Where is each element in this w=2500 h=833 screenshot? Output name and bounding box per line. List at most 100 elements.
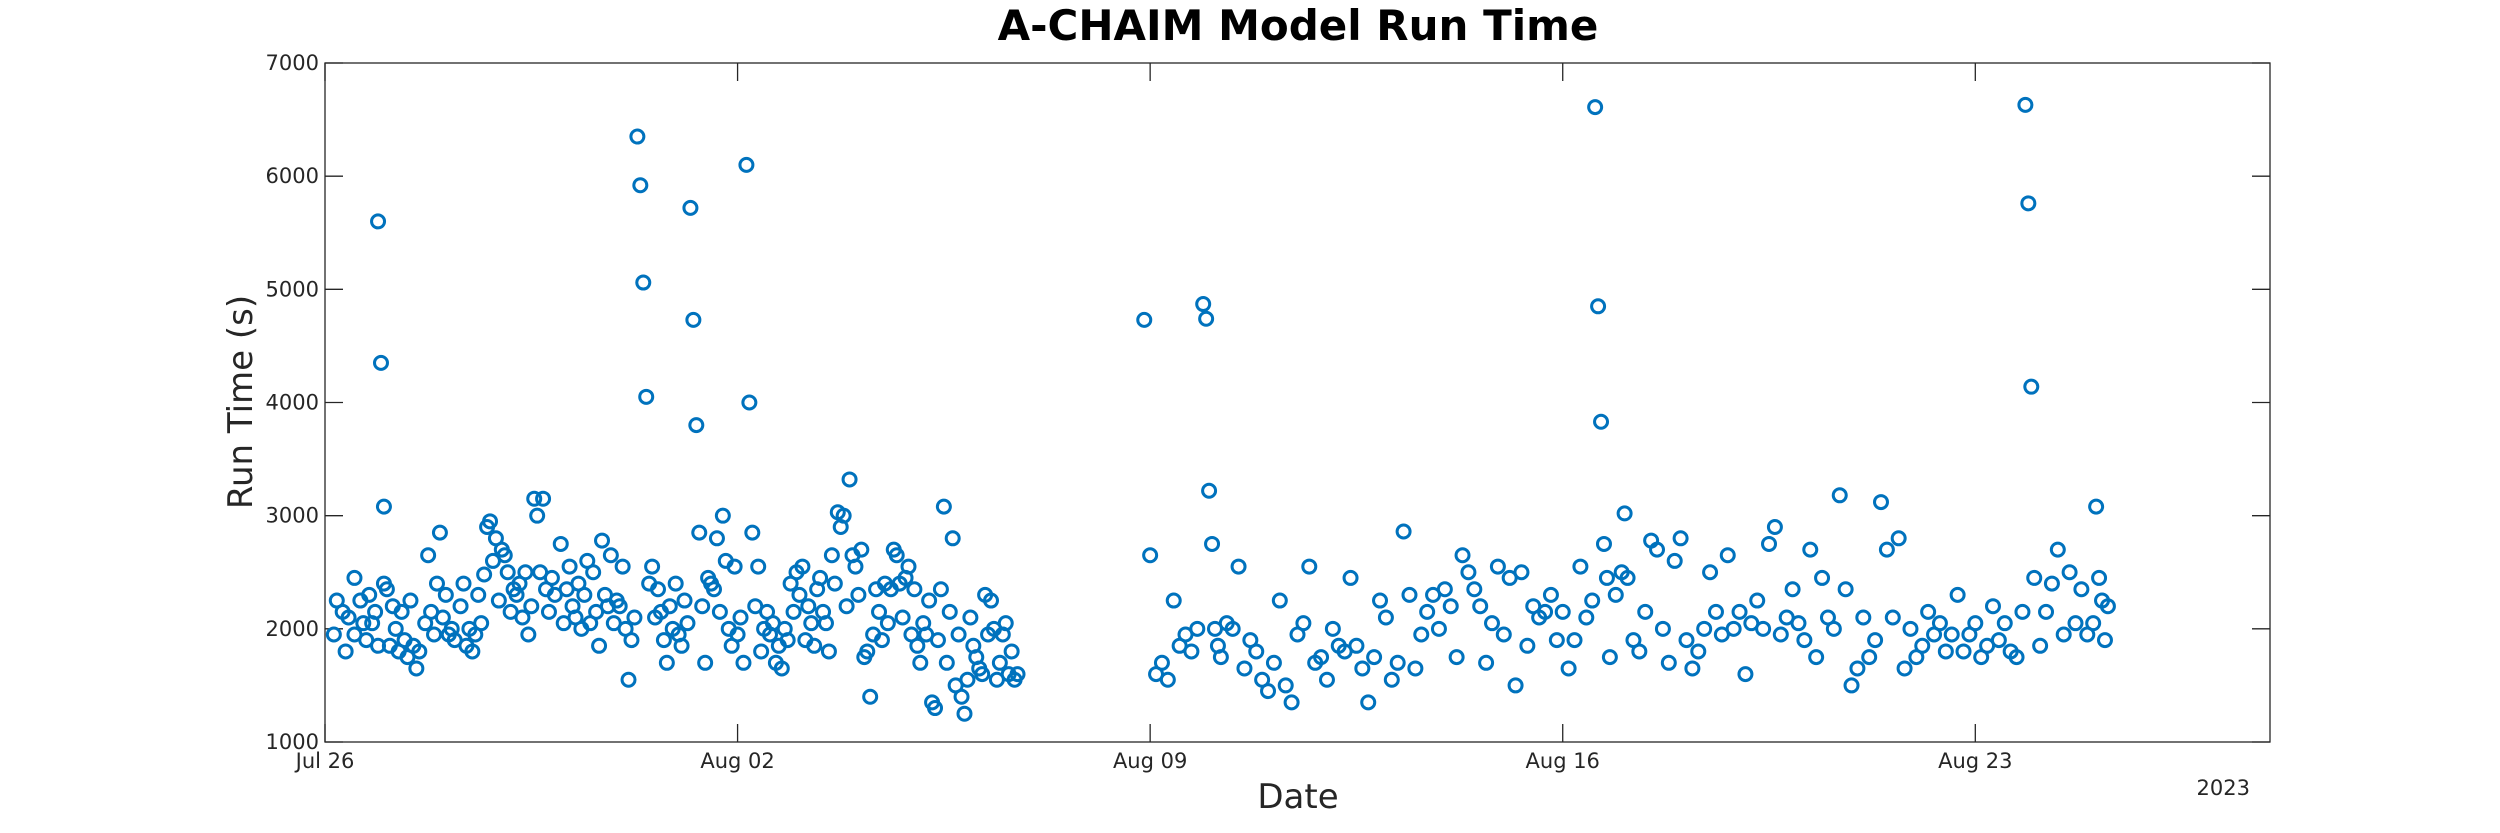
data-point: [2049, 541, 2066, 558]
data-point: [1383, 671, 1400, 688]
data-point: [1967, 615, 1984, 632]
data-point: [2043, 575, 2060, 592]
data-point: [1003, 643, 1020, 660]
data-point: [1937, 643, 1954, 660]
data-point: [434, 609, 451, 626]
data-point: [812, 569, 829, 586]
data-point: [1354, 660, 1371, 677]
data-point: [785, 603, 802, 620]
data-point: [1896, 660, 1913, 677]
data-point: [1389, 654, 1406, 671]
data-point: [1454, 547, 1471, 564]
data-point: [1861, 649, 1878, 666]
data-point: [1637, 603, 1654, 620]
data-point: [1277, 677, 1294, 694]
data-point: [1684, 660, 1701, 677]
data-point: [1448, 649, 1465, 666]
data-point: [1542, 586, 1559, 603]
data-point: [697, 654, 714, 671]
data-point: [1301, 558, 1318, 575]
data-point: [2014, 603, 2031, 620]
data-point: [1598, 569, 1615, 586]
x-tick-label: Aug 23: [1938, 749, 2012, 773]
data-point: [594, 532, 611, 549]
data-point: [1436, 581, 1453, 598]
data-point: [1495, 626, 1512, 643]
data-point: [927, 700, 944, 717]
data-point: [735, 654, 752, 671]
data-point: [1902, 620, 1919, 637]
data-point: [1890, 530, 1907, 547]
data-point: [859, 643, 876, 660]
data-point: [1849, 660, 1866, 677]
data-point: [806, 637, 823, 654]
data-point: [1442, 598, 1459, 615]
data-point: [614, 558, 631, 575]
data-point: [974, 666, 991, 683]
data-point: [1136, 311, 1153, 328]
data-point: [817, 615, 834, 632]
data-point: [378, 581, 395, 598]
data-point: [1572, 558, 1589, 575]
x-tick-label: Jul 26: [294, 749, 355, 773]
data-point: [991, 654, 1008, 671]
data-point: [1377, 609, 1394, 626]
data-point: [738, 156, 755, 173]
data-point: [1318, 671, 1335, 688]
data-point: [906, 581, 923, 598]
data-point: [620, 671, 637, 688]
data-point: [561, 558, 578, 575]
data-point: [1489, 558, 1506, 575]
y-tick-label: 2000: [266, 617, 319, 641]
data-point: [823, 547, 840, 564]
data-point: [835, 507, 852, 524]
data-point: [1749, 592, 1766, 609]
data-point: [1183, 643, 1200, 660]
data-point: [611, 598, 628, 615]
data-point: [393, 603, 410, 620]
data-point: [900, 558, 917, 575]
data-point: [514, 609, 531, 626]
data-point: [464, 643, 481, 660]
data-point: [2023, 378, 2040, 395]
data-point: [1153, 654, 1170, 671]
data-point: [1513, 564, 1530, 581]
data-point: [325, 626, 342, 643]
data-point: [1230, 558, 1247, 575]
data-point: [2067, 615, 2084, 632]
data-point: [879, 615, 896, 632]
data-point: [711, 603, 728, 620]
data-point: [1607, 586, 1624, 603]
data-point: [714, 507, 731, 524]
data-point: [694, 598, 711, 615]
data-point: [411, 643, 428, 660]
data-point: [941, 603, 958, 620]
data-point: [1009, 666, 1026, 683]
data-point: [1666, 552, 1683, 569]
data-point: [847, 558, 864, 575]
data-point: [1843, 677, 1860, 694]
data-point: [517, 564, 534, 581]
data-point: [470, 586, 487, 603]
data-point: [2026, 569, 2043, 586]
data-point: [1366, 649, 1383, 666]
data-point: [629, 128, 646, 145]
data-point: [1578, 609, 1595, 626]
data-point: [540, 603, 557, 620]
y-axis-label: Run Time (s): [221, 295, 261, 509]
data-point: [962, 609, 979, 626]
data-point: [838, 598, 855, 615]
data-point: [1649, 541, 1666, 558]
data-point: [1507, 677, 1524, 694]
data-point: [726, 558, 743, 575]
data-point: [1566, 632, 1583, 649]
data-point: [2038, 603, 2055, 620]
data-point: [526, 490, 543, 507]
data-point: [732, 609, 749, 626]
data-point: [543, 569, 560, 586]
data-point: [685, 311, 702, 328]
data-point: [1654, 620, 1671, 637]
data-point: [1802, 541, 1819, 558]
data-point: [1595, 535, 1612, 552]
data-point: [1519, 637, 1536, 654]
